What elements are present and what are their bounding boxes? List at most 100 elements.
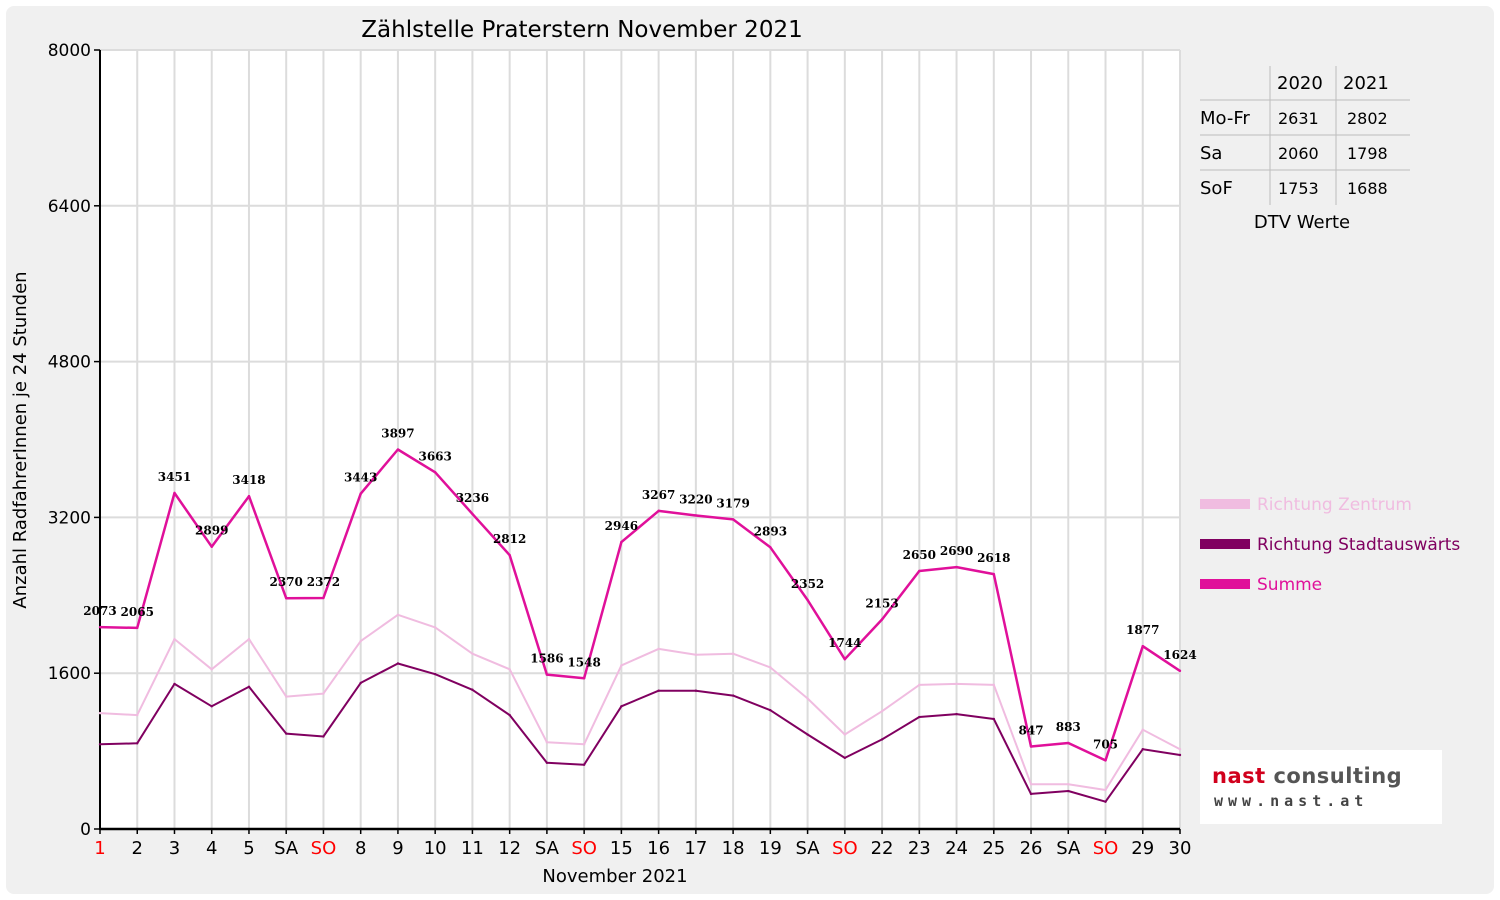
data-point [620,705,623,708]
x-tick-label: 18 [722,838,745,859]
data-point [843,756,847,760]
x-tick-label: SA [796,838,821,859]
data-point [1029,783,1033,786]
table-cell: 1798 [1347,144,1388,163]
x-tick-label: 22 [871,838,894,859]
data-point [136,742,139,745]
y-tick-label: 1600 [48,664,91,684]
data-point [247,494,251,498]
x-tick-label: 16 [647,838,670,859]
x-tick-label: 9 [392,838,403,859]
data-point [247,637,251,641]
data-point [433,471,437,474]
chart-frame: Zählstelle Praterstern November 2021 Anz… [6,6,1494,894]
data-point [918,569,921,573]
data-label: 2690 [940,544,973,558]
table-header: 2020 [1277,73,1323,94]
data-point [545,673,549,676]
data-point [806,598,809,602]
y-tick-label: 6400 [48,197,91,217]
data-point [322,735,325,738]
data-point [731,518,735,521]
data-point [769,546,772,549]
data-point [955,712,958,716]
data-label: 1877 [1126,623,1159,637]
logo-name-part1: nast [1212,764,1266,788]
data-point [285,732,288,735]
data-point [1067,783,1070,786]
x-tick-label: 8 [355,838,366,859]
data-label: 3236 [456,491,489,505]
data-label: 3451 [158,470,191,484]
x-tick-label: 29 [1131,838,1154,859]
data-label: 3220 [679,492,712,506]
data-point [806,733,809,736]
table-cell: 1753 [1278,179,1319,198]
logo-name: nast consulting [1212,764,1402,788]
legend-swatch [1200,499,1250,509]
data-point [98,743,102,746]
data-point [359,681,362,685]
x-tick-label: SA [274,838,299,859]
x-tick-label: 30 [1169,838,1192,859]
line-chart: Zählstelle Praterstern November 2021 Anz… [10,17,1460,887]
x-tick-label: 12 [498,838,521,859]
legend-label: Richtung Zentrum [1257,495,1412,515]
data-point [471,688,474,691]
data-label: 3267 [642,488,675,502]
x-tick-label: 3 [169,838,180,859]
data-point [173,491,176,495]
x-tick-label: 26 [1020,838,1043,859]
x-tick-label: 23 [908,838,931,859]
x-tick-label: SO [1093,838,1119,859]
series-line-3 [99,448,1181,762]
x-tick-label: 11 [461,838,484,859]
data-point [582,763,586,766]
data-point [396,448,400,451]
table-row-label: Mo-Fr [1200,108,1250,129]
data-point [210,668,213,671]
data-point [1067,789,1070,793]
table-row-label: SoF [1200,178,1233,199]
data-label: 3897 [381,427,414,441]
data-point [918,683,921,687]
data-point [843,733,847,736]
data-point [880,618,884,621]
data-point [955,565,958,569]
data-point [582,743,586,746]
data-point [1178,747,1182,751]
data-point [508,553,511,557]
data-label: 1624 [1163,648,1196,662]
legend-label: Summe [1257,575,1322,595]
table-header: 2021 [1343,73,1389,94]
data-point [396,613,400,616]
legend-swatch [1200,579,1250,589]
data-label: 2372 [307,575,340,589]
x-tick-label: 1 [94,838,105,859]
data-label: 2946 [605,519,638,533]
data-point [880,709,884,713]
x-tick-label: 19 [759,838,782,859]
data-label: 3443 [344,471,377,485]
table-cell: 1688 [1347,179,1388,198]
data-label: 2370 [270,575,303,589]
data-label: 2650 [903,548,936,562]
x-tick-label: 10 [424,838,447,859]
data-point [471,512,474,516]
x-tick-label: SA [535,838,560,859]
data-point [1141,645,1144,648]
legend-label: Richtung Stadtauswärts [1257,535,1460,555]
data-point [731,652,735,655]
company-logo: nast consulting www.nast.at [1200,750,1442,824]
data-label: 2153 [865,596,898,610]
data-point [694,653,698,656]
y-tick-label: 3200 [48,508,91,528]
data-point [508,668,511,671]
data-label: 3179 [716,496,749,510]
data-label: 2899 [195,524,228,538]
data-point [173,682,176,686]
data-label: 2352 [791,577,824,591]
data-point [359,639,362,643]
data-point [359,492,362,495]
data-point [545,761,549,764]
